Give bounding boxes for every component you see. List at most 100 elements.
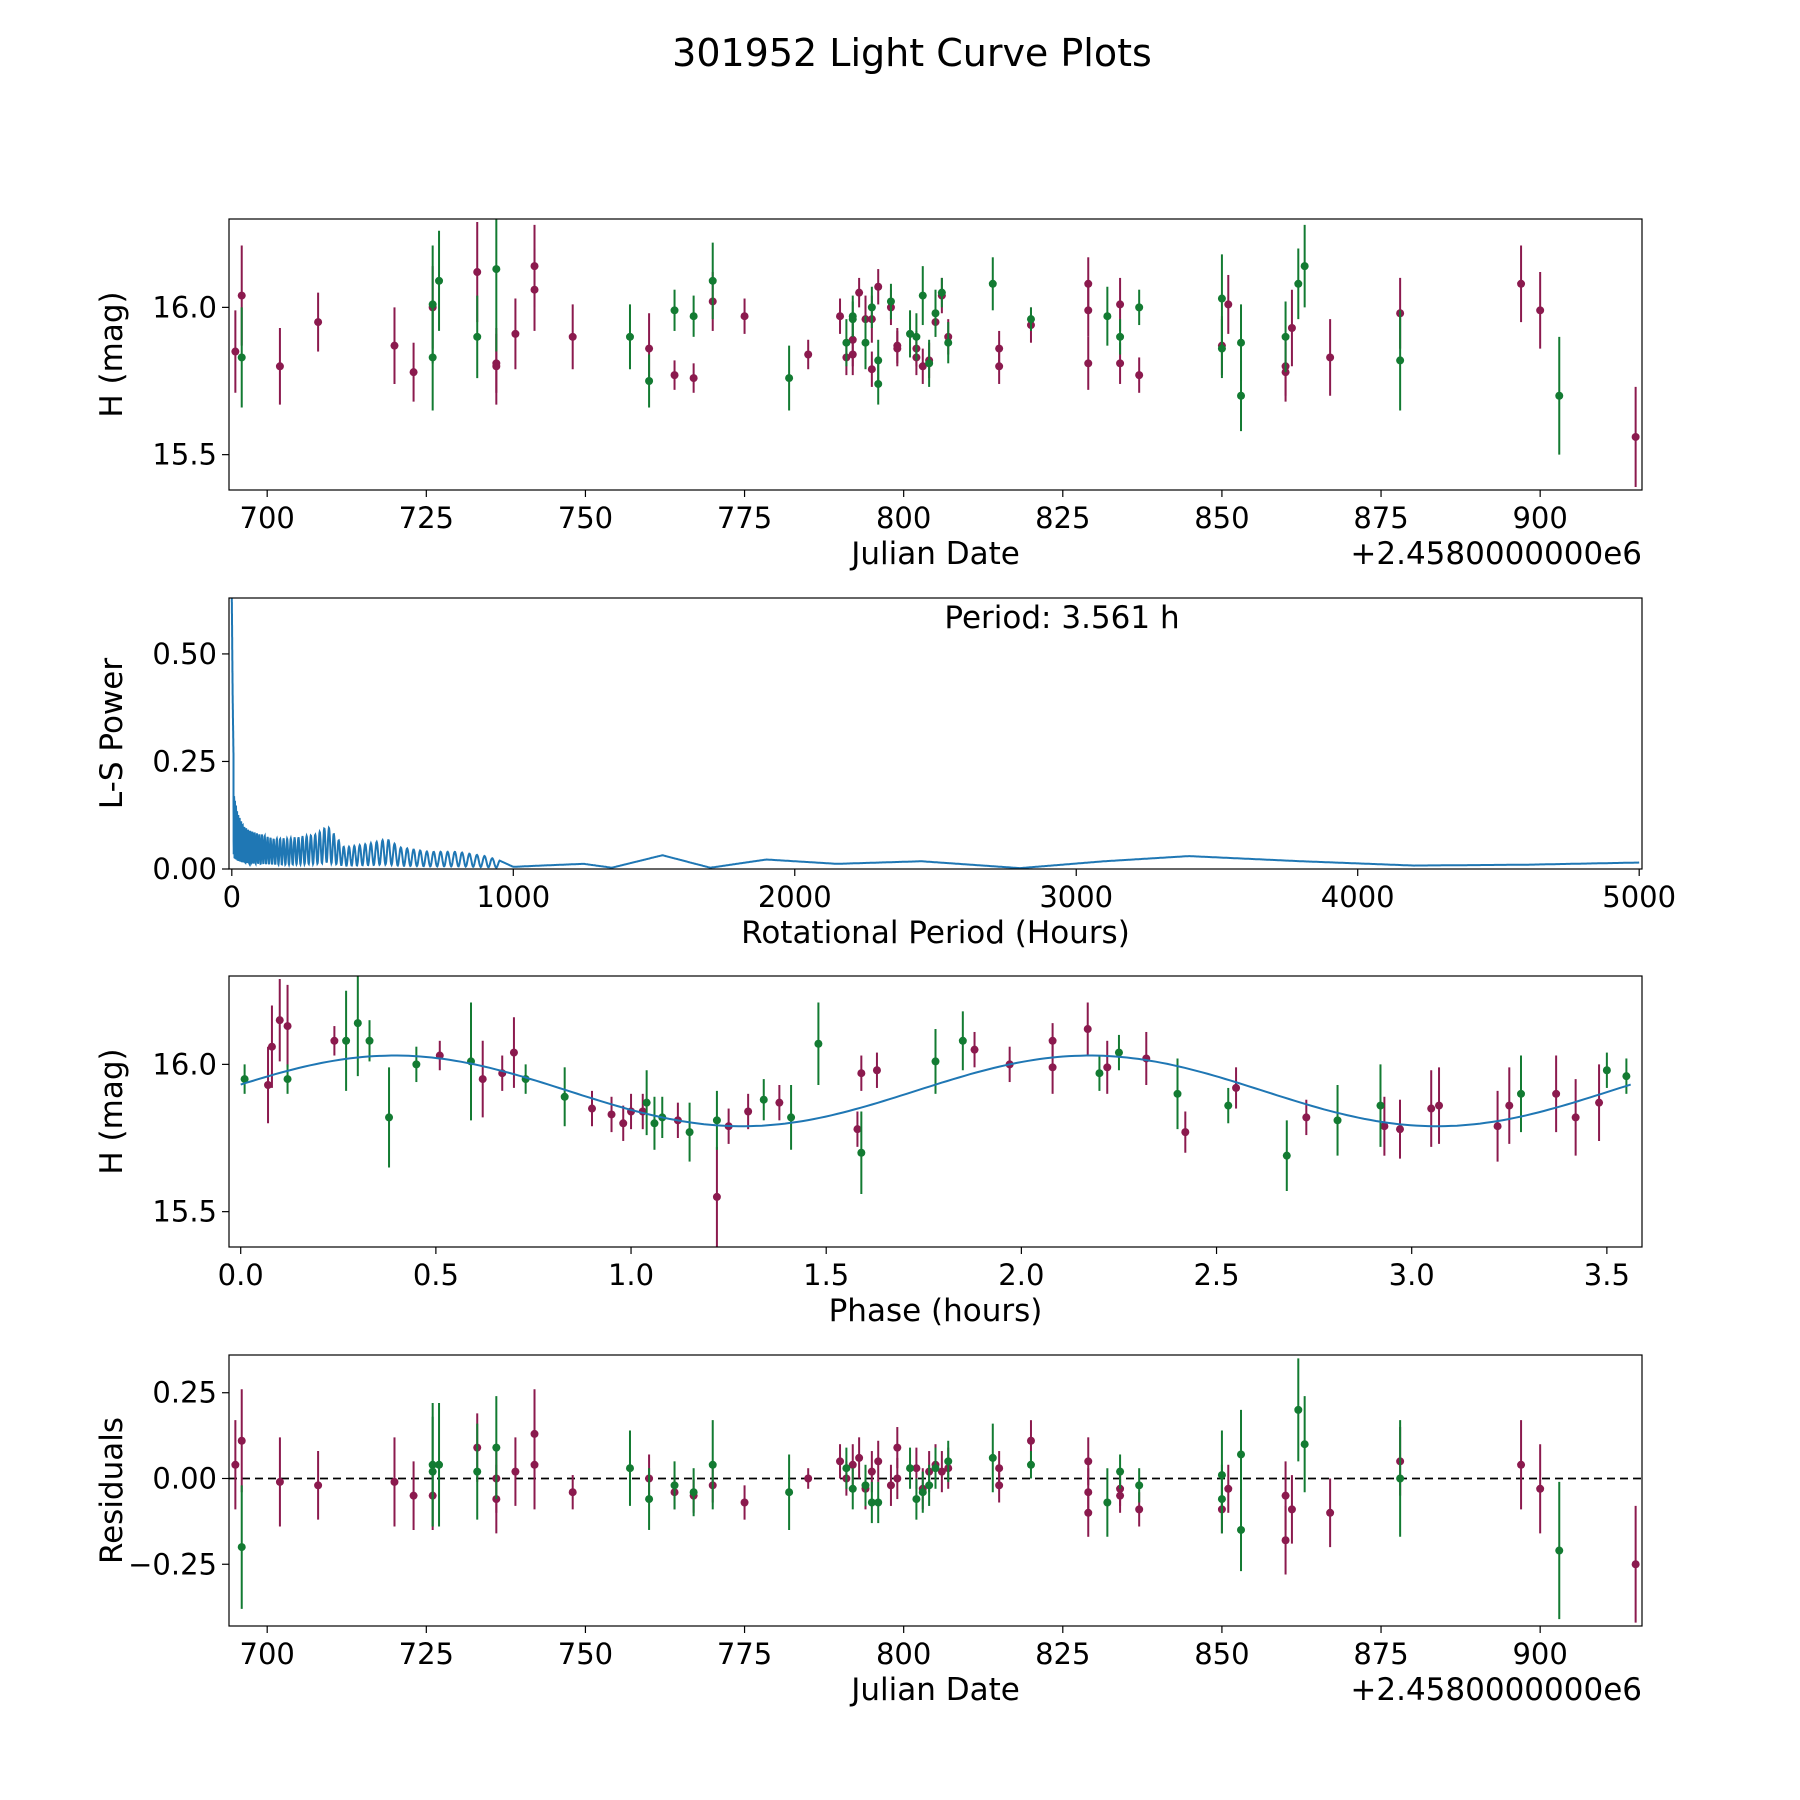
x-tick-label: 2.5 — [1193, 1258, 1239, 1292]
data-point — [330, 1036, 339, 1045]
data-point — [478, 1075, 487, 1084]
data-point — [314, 318, 323, 327]
residuals-x-ticks: 700 725 750 775 800 825 850 875 900 — [240, 1626, 1568, 1671]
data-point — [937, 288, 946, 297]
x-tick-label: 750 — [558, 501, 613, 535]
data-point — [1084, 1457, 1093, 1466]
data-point — [428, 1467, 437, 1476]
light-curve-offset-text: +2.4580000000e6 — [1350, 536, 1642, 572]
data-point — [740, 312, 749, 321]
data-point — [1237, 338, 1246, 347]
x-tick-label: 900 — [1512, 1637, 1567, 1671]
figure-title: 301952 Light Curve Plots — [672, 31, 1152, 75]
data-point — [365, 1036, 374, 1045]
periodogram-y-ticks: 0.00 0.25 0.50 — [152, 637, 229, 886]
data-point — [1571, 1113, 1580, 1122]
data-point — [240, 1075, 249, 1084]
data-point — [1287, 323, 1296, 332]
data-point — [1237, 391, 1246, 400]
data-point — [712, 1116, 721, 1125]
data-point — [842, 338, 851, 347]
data-point — [906, 1464, 915, 1473]
data-point — [1114, 1048, 1123, 1057]
data-point — [1555, 1546, 1564, 1555]
x-tick-label: 1000 — [476, 880, 550, 914]
data-point — [1237, 1450, 1246, 1459]
data-point — [1517, 1460, 1526, 1469]
data-point — [1281, 1491, 1290, 1500]
period-annotation: Period: 3.561 h — [944, 600, 1179, 636]
data-point — [1173, 1089, 1182, 1098]
x-tick-label: 3000 — [1039, 880, 1113, 914]
x-tick-label: 0.5 — [413, 1258, 459, 1292]
data-point — [1116, 332, 1125, 341]
data-point — [1083, 1025, 1092, 1034]
data-point — [1435, 1101, 1444, 1110]
data-point — [1103, 1063, 1112, 1072]
light-curve-frame — [228, 218, 1643, 491]
data-point — [1536, 1484, 1545, 1493]
data-point — [1552, 1089, 1561, 1098]
data-point — [874, 1457, 883, 1466]
data-point — [848, 315, 857, 324]
data-point — [1217, 1495, 1226, 1504]
y-tick-label: −0.25 — [128, 1547, 217, 1581]
data-point — [1282, 1151, 1291, 1160]
data-point — [944, 338, 953, 347]
light-curve-panel: 700 725 750 775 800 825 850 875 900 15.5 16.0 Jul… — [94, 218, 1643, 572]
x-tick-label: 3.0 — [1389, 1258, 1435, 1292]
data-point — [509, 1048, 518, 1057]
data-point — [708, 276, 717, 285]
data-point — [931, 1464, 940, 1473]
data-point — [283, 1022, 292, 1031]
data-point — [1517, 279, 1526, 288]
data-point — [874, 356, 883, 365]
x-tick-label: 0.0 — [218, 1258, 264, 1292]
x-tick-label: 800 — [876, 501, 931, 535]
data-point — [925, 359, 934, 368]
data-point — [1281, 1536, 1290, 1545]
data-point — [1631, 432, 1640, 441]
data-point — [1217, 344, 1226, 353]
data-point — [267, 1042, 276, 1051]
data-point — [530, 1460, 539, 1469]
x-tick-label: 775 — [717, 501, 772, 535]
data-point — [1116, 1467, 1125, 1476]
data-point — [912, 1464, 921, 1473]
data-point — [264, 1080, 273, 1089]
data-point — [867, 303, 876, 312]
light-curve-y-label: H (mag) — [94, 291, 130, 417]
data-point — [886, 1481, 895, 1490]
data-point — [390, 1477, 399, 1486]
x-tick-label: 700 — [240, 1637, 295, 1671]
phase-y-label: H (mag) — [94, 1048, 130, 1174]
data-point — [560, 1092, 569, 1101]
data-point — [744, 1107, 753, 1116]
data-point — [861, 1481, 870, 1490]
x-tick-label: 850 — [1194, 501, 1249, 535]
data-point — [231, 1460, 240, 1469]
data-point — [848, 1460, 857, 1469]
data-point — [918, 362, 927, 371]
data-point — [775, 1098, 784, 1107]
data-point — [861, 338, 870, 347]
light-curve-marks — [231, 219, 1640, 488]
data-point — [689, 312, 698, 321]
data-point — [855, 288, 864, 297]
light-curve-x-label: Julian Date — [849, 536, 1020, 572]
data-point — [1396, 1474, 1405, 1483]
data-point — [857, 1148, 866, 1157]
data-point — [435, 276, 444, 285]
x-tick-label: 0 — [223, 880, 241, 914]
data-point — [874, 379, 883, 388]
data-point — [645, 377, 654, 386]
residuals-frame — [228, 1354, 1643, 1627]
data-point — [918, 291, 927, 300]
periodogram-line — [230, 598, 1640, 870]
data-point — [1287, 1505, 1296, 1514]
x-tick-label: 1.0 — [608, 1258, 654, 1292]
residuals-y-ticks: −0.25 0.00 0.25 — [128, 1376, 229, 1581]
periodogram-panel: 0 1000 2000 3000 4000 5000 0.00 0.25 0.50 Rotat… — [94, 597, 1676, 951]
data-point — [275, 362, 284, 371]
data-point — [237, 353, 246, 362]
